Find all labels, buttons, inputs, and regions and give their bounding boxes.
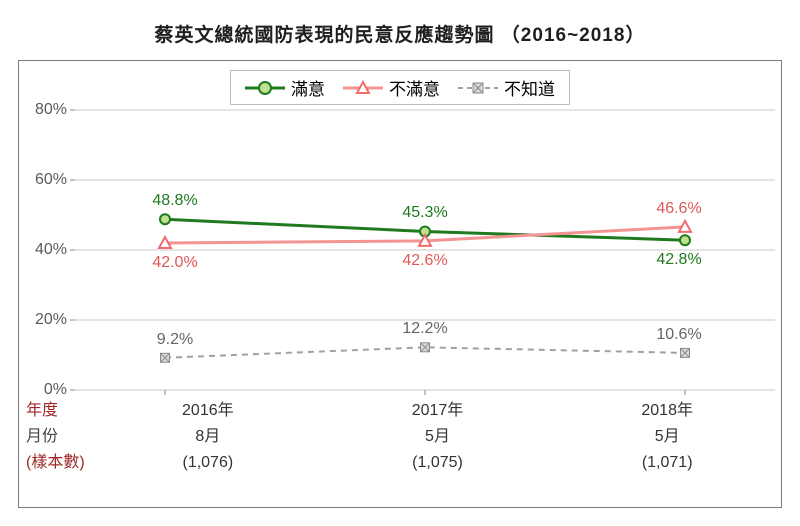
y-tick-label: 60% xyxy=(35,171,67,189)
legend-item-satisfied: 滿意 xyxy=(245,75,325,100)
chart-title: 蔡英文總統國防表現的民意反應趨勢圖 （2016~2018） xyxy=(0,20,800,47)
axis-cell: 2018年 xyxy=(552,398,782,424)
data-label: 9.2% xyxy=(157,331,193,349)
axis-row-header: 年度 xyxy=(18,398,93,424)
legend-label: 不知道 xyxy=(504,75,555,100)
legend-item-dissatisfied: 不滿意 xyxy=(343,75,440,100)
axis-row-header: 月份 xyxy=(18,424,93,450)
legend-swatch-dontknow xyxy=(458,79,498,97)
data-label: 48.8% xyxy=(152,192,197,210)
data-label: 45.3% xyxy=(402,204,447,222)
y-tick-label: 0% xyxy=(44,381,67,399)
y-tick-label: 80% xyxy=(35,101,67,119)
axis-row-年度: 年度2016年2017年2018年 xyxy=(18,398,782,424)
data-label: 42.6% xyxy=(402,252,447,270)
y-tick-label: 40% xyxy=(35,241,67,259)
x-axis-table: 年度2016年2017年2018年月份8月5月5月(樣本數)(1,076)(1,… xyxy=(18,398,782,476)
legend: 滿意 不滿意 不知道 xyxy=(230,70,570,105)
data-label: 42.0% xyxy=(152,254,197,272)
axis-row-header: (樣本數) xyxy=(18,450,93,476)
plot-area: 0%20%40%60%80%48.8%45.3%42.8%42.0%42.6%4… xyxy=(75,110,775,390)
legend-label: 不滿意 xyxy=(389,75,440,100)
legend-swatch-satisfied xyxy=(245,79,285,97)
data-label: 10.6% xyxy=(656,326,701,344)
data-label: 46.6% xyxy=(656,200,701,218)
axis-cell: (1,076) xyxy=(93,450,323,476)
axis-cell: 2016年 xyxy=(93,398,323,424)
axis-cell: 5月 xyxy=(552,424,782,450)
axis-cell: (1,075) xyxy=(323,450,553,476)
data-label: 42.8% xyxy=(656,251,701,269)
axis-cell: 2017年 xyxy=(323,398,553,424)
axis-cell: 8月 xyxy=(93,424,323,450)
axis-cell: (1,071) xyxy=(552,450,782,476)
data-label: 12.2% xyxy=(402,320,447,338)
chart-container: 蔡英文總統國防表現的民意反應趨勢圖 （2016~2018） 滿意 不滿意 xyxy=(0,0,800,526)
axis-cell: 5月 xyxy=(323,424,553,450)
legend-label: 滿意 xyxy=(291,75,325,100)
y-tick-label: 20% xyxy=(35,311,67,329)
axis-row-樣本數: (樣本數)(1,076)(1,075)(1,071) xyxy=(18,450,782,476)
legend-swatch-dissatisfied xyxy=(343,79,383,97)
legend-item-dontknow: 不知道 xyxy=(458,75,555,100)
axis-row-月份: 月份8月5月5月 xyxy=(18,424,782,450)
